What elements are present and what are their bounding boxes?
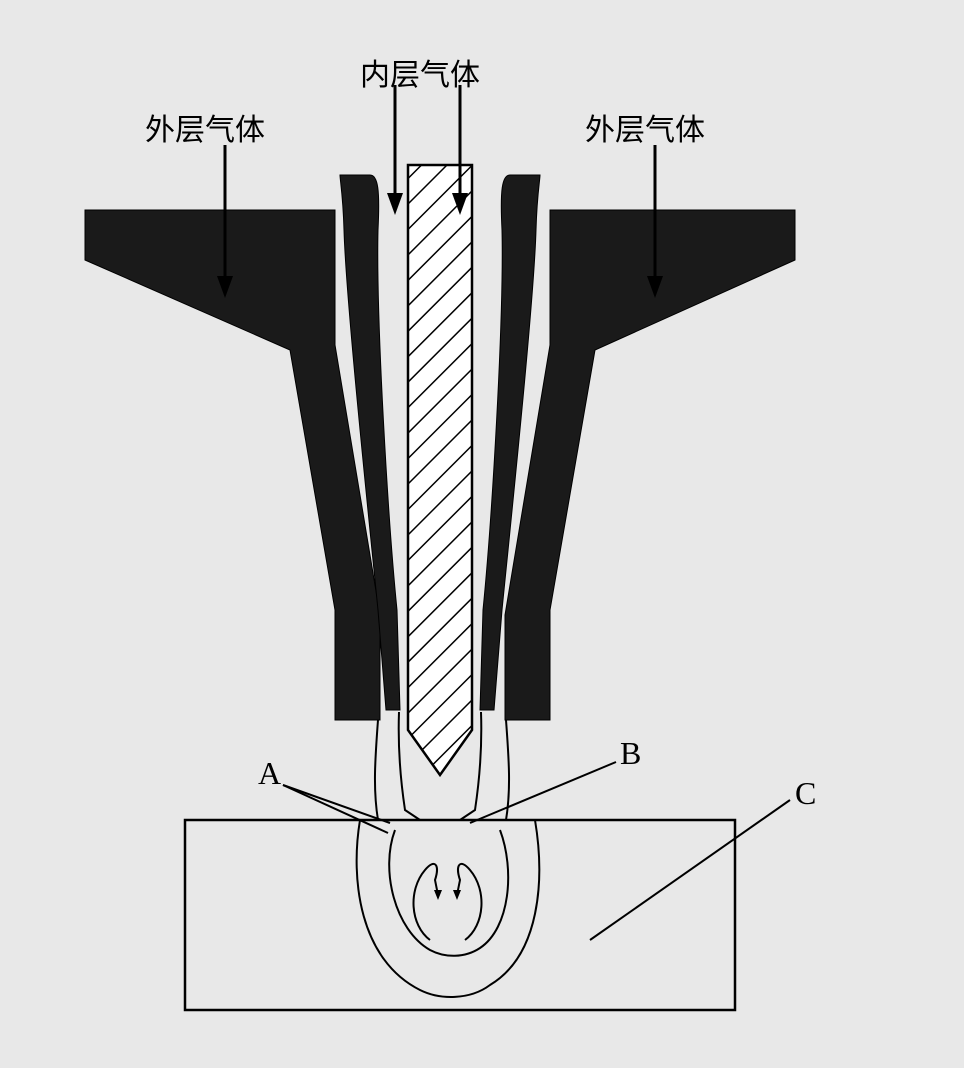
- arc-outer-right: [506, 720, 509, 820]
- welding-torch-diagram: 内层气体 外层气体 外层气体 A B C: [0, 0, 964, 1068]
- leader-A-1: [283, 785, 390, 823]
- weld-pool-inner: [389, 830, 508, 956]
- leader-B: [470, 762, 616, 823]
- swirl-left-arrowhead: [434, 890, 442, 900]
- label-outer-gas-left: 外层气体: [145, 105, 265, 149]
- diagram-svg: [0, 0, 964, 1068]
- leader-A-2: [283, 785, 388, 833]
- label-B: B: [620, 735, 641, 772]
- weld-pool-outer: [357, 820, 540, 997]
- swirl-right-arrowhead: [453, 890, 461, 900]
- swirl-right: [457, 864, 481, 940]
- outer-nozzle-left: [85, 210, 380, 720]
- label-inner-gas: 内层气体: [360, 50, 480, 94]
- inner-gas-arrowhead-left: [387, 193, 403, 215]
- label-C: C: [795, 775, 816, 812]
- label-A: A: [258, 755, 281, 792]
- swirl-left: [414, 864, 438, 940]
- label-outer-gas-right: 外层气体: [585, 105, 705, 149]
- arc-outer-left: [375, 720, 378, 820]
- outer-nozzle-right: [505, 210, 795, 720]
- electrode: [408, 165, 472, 775]
- workpiece: [185, 820, 735, 1010]
